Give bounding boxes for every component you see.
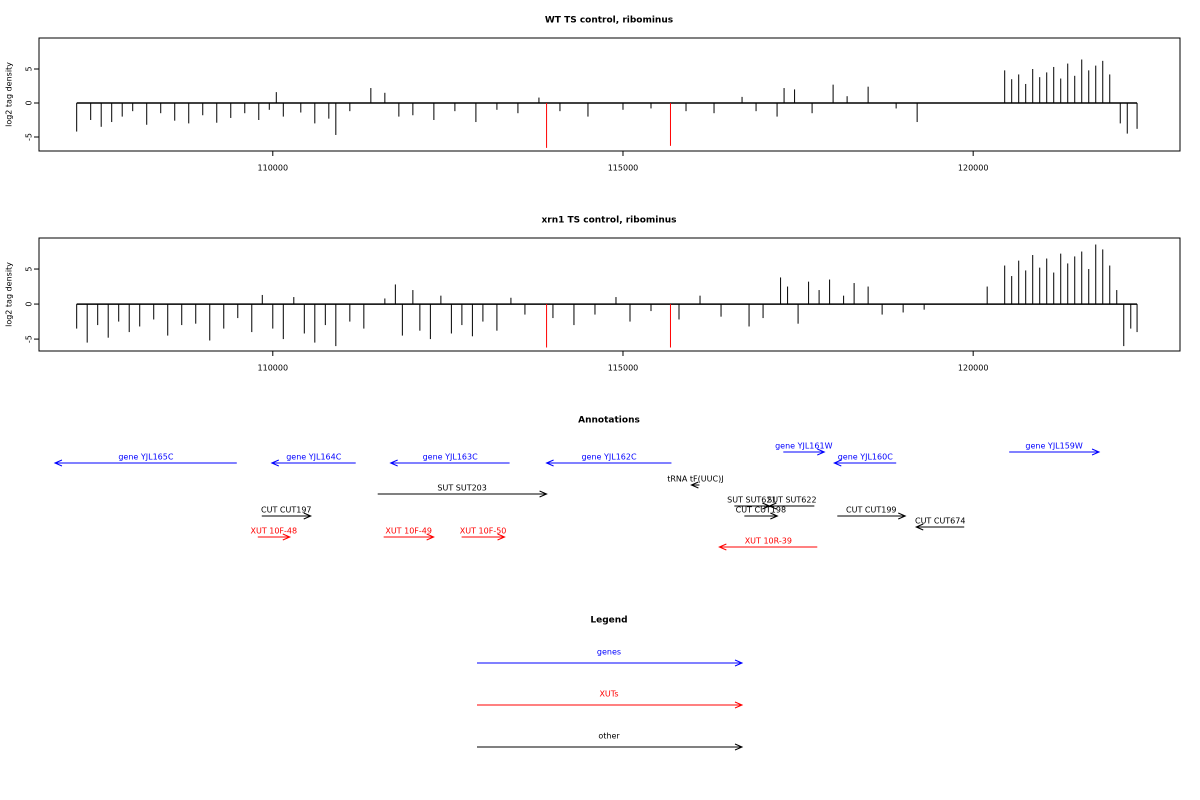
legend-arrow-head: [734, 659, 744, 667]
feature-label: XUT 10F-49: [385, 527, 432, 536]
y-tick-label: 0: [25, 100, 34, 105]
feature-arrow-head: [768, 502, 777, 510]
feature-arrow-head: [898, 512, 907, 520]
y-tick-label: -5: [25, 133, 34, 141]
x-tick-label: 110000: [258, 364, 289, 373]
feature-label: gene YJL160C: [838, 453, 894, 462]
feature-label: gene YJL164C: [286, 453, 342, 462]
feature-label: gene YJL161W: [775, 442, 833, 451]
legend-arrow-head: [734, 743, 744, 751]
y-axis-label: log2 tag density: [5, 62, 14, 127]
legend-label: genes: [597, 648, 621, 657]
feature-arrow-head: [817, 448, 826, 456]
feature-label: CUT CUT198: [736, 506, 786, 515]
x-tick-label: 120000: [958, 364, 989, 373]
feature-arrow-head: [914, 523, 924, 531]
feature-label: XUT 10R-39: [745, 537, 792, 546]
feature-label: gene YJL163C: [423, 453, 479, 462]
feature-label: XUT 10F-50: [460, 527, 507, 536]
feature-label: XUT 10F-48: [250, 527, 297, 536]
feature-arrow-head: [303, 512, 313, 520]
feature-arrow-head: [270, 459, 280, 467]
plot-frame: [38, 37, 1181, 152]
feature-arrow-head: [1091, 448, 1101, 456]
feature-label: tRNA tF(UUC)J: [667, 475, 723, 484]
y-tick-label: 5: [25, 66, 34, 71]
feature-arrow-head: [545, 459, 554, 467]
feature-label: SUT SUT622: [767, 496, 816, 505]
chart-title: xrn1 TS control, ribominus: [541, 216, 676, 226]
annotations-title: Annotations: [578, 416, 640, 426]
legend-label: XUTs: [599, 690, 618, 699]
feature-label: CUT CUT674: [915, 517, 965, 526]
feature-arrow-head: [539, 490, 548, 498]
feature-label: CUT CUT199: [846, 506, 896, 515]
feature-arrow-head: [282, 533, 292, 541]
feature-label: gene YJL165C: [118, 453, 174, 462]
y-tick-label: 5: [25, 266, 34, 271]
feature-arrow-head: [833, 459, 842, 467]
y-tick-label: 0: [25, 302, 34, 307]
plot-frame: [38, 237, 1181, 352]
y-tick-label: -5: [25, 335, 34, 343]
legend-label: other: [598, 732, 620, 741]
x-tick-label: 115000: [608, 364, 639, 373]
feature-label: gene YJL159W: [1025, 442, 1083, 451]
y-axis-label: log2 tag density: [5, 262, 14, 327]
legend-title: Legend: [590, 616, 627, 626]
feature-label: CUT CUT197: [261, 506, 311, 515]
x-tick-label: 115000: [608, 164, 639, 173]
feature-arrow-head: [718, 543, 727, 551]
feature-arrow-head: [53, 459, 63, 467]
feature-arrow-head: [770, 512, 779, 520]
chart-title: WT TS control, ribominus: [545, 16, 673, 26]
feature-arrow-head: [389, 459, 398, 467]
feature-arrow-head: [690, 481, 699, 489]
x-tick-label: 110000: [258, 164, 289, 173]
legend-arrow-head: [734, 701, 744, 709]
feature-arrow-head: [426, 533, 435, 541]
feature-label: SUT SUT203: [437, 484, 486, 493]
x-tick-label: 120000: [958, 164, 989, 173]
feature-label: gene YJL162C: [581, 453, 637, 462]
feature-arrow-head: [497, 533, 506, 541]
feature-label: SUT SUT621: [727, 496, 776, 505]
